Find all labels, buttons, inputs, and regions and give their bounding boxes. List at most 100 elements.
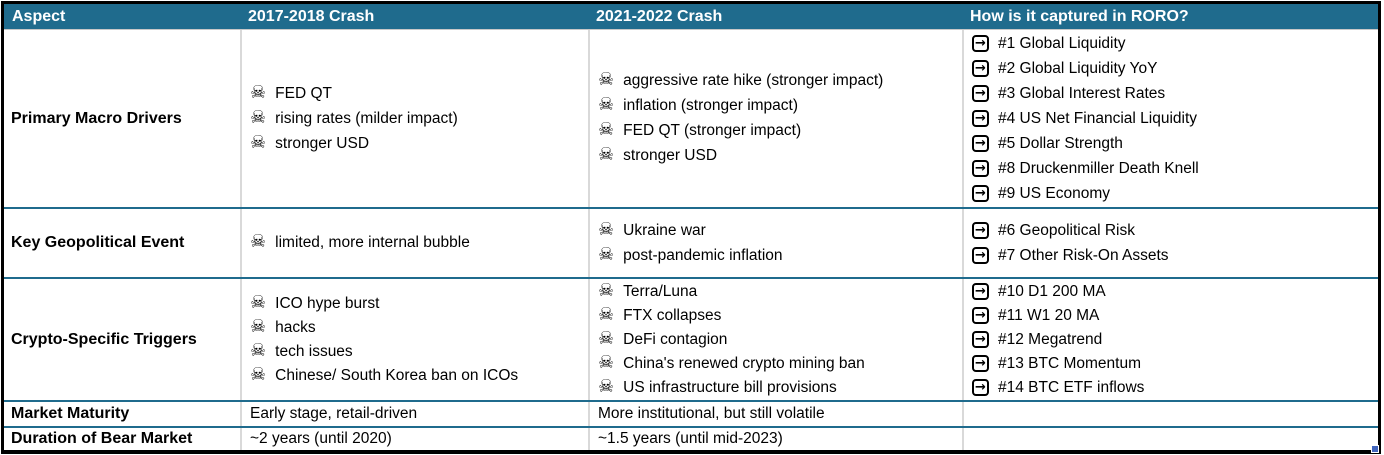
- cell-roro-crypto: → #10 D1 200 MA → #11 W1 20 MA → #12 Megatr…: [962, 279, 1378, 400]
- selection-handle[interactable]: [1371, 445, 1379, 453]
- skull-icon: ☠: [598, 218, 615, 240]
- list-item-label: FED QT (stronger impact): [623, 122, 802, 139]
- list-item-label: #10 D1 200 MA: [998, 282, 1106, 300]
- list-item-label: #11 W1 20 MA: [998, 306, 1100, 324]
- list-item-label: #5 Dollar Strength: [998, 134, 1123, 152]
- list-item: ☠ ICO hype burst: [250, 292, 588, 316]
- cell-text: ~2 years (until 2020): [250, 430, 392, 447]
- list-item-label: tech issues: [275, 342, 353, 360]
- aspect-cell: Crypto-Specific Triggers: [4, 279, 240, 400]
- list-item: ☠ inflation (stronger impact): [598, 94, 962, 119]
- list-item: ☠ hacks: [250, 316, 588, 340]
- cell-roro-macro: → #1 Global Liquidity → #2 Global Liquidit…: [962, 30, 1378, 207]
- table-row-crypto-specific-triggers: Crypto-Specific Triggers ☠ ICO hype burst…: [4, 277, 1378, 400]
- arrow-icon: →: [972, 222, 989, 239]
- list-item-label: #8 Druckenmiller Death Knell: [998, 159, 1199, 177]
- skull-icon: ☠: [598, 279, 615, 301]
- header-cell-2021-crash: 2021-2022 Crash: [596, 7, 723, 25]
- header-cell-roro: How is it captured in RORO?: [970, 7, 1189, 25]
- aspect-cell: Duration of Bear Market: [4, 428, 240, 450]
- list-item-label: #1 Global Liquidity: [998, 34, 1126, 52]
- arrow-icon: →: [972, 110, 989, 127]
- cell-2017-duration: ~2 years (until 2020): [240, 428, 588, 450]
- cell-2017-crypto: ☠ ICO hype burst ☠ hacks ☠ tech issues ☠ Chi…: [240, 279, 588, 400]
- list-item: ☠ Ukraine war: [598, 218, 962, 243]
- cell-roro-maturity: [962, 402, 1378, 426]
- skull-icon: ☠: [250, 81, 267, 103]
- list-item: → #9 US Economy: [972, 181, 1378, 206]
- arrow-icon: →: [972, 307, 989, 324]
- list-item: → #4 US Net Financial Liquidity: [972, 106, 1378, 131]
- list-item-label: #7 Other Risk-On Assets: [998, 246, 1169, 264]
- skull-icon: ☠: [598, 144, 615, 165]
- list-item: → #11 W1 20 MA: [972, 304, 1378, 328]
- list-item: ☠ Terra/Luna: [598, 280, 962, 304]
- skull-icon: ☠: [598, 375, 615, 397]
- list-item: → #13 BTC Momentum: [972, 352, 1378, 376]
- table-header-row: Aspect 2017-2018 Crash 2021-2022 Crash H…: [4, 4, 1378, 30]
- arrow-icon: →: [972, 35, 989, 52]
- list-item: → #8 Druckenmiller Death Knell: [972, 156, 1378, 181]
- arrow-icon: →: [972, 379, 989, 396]
- cell-2021-crypto: ☠ Terra/Luna ☠ FTX collapses ☠ DeFi contagi…: [588, 279, 962, 400]
- list-item: ☠ rising rates (milder impact): [250, 106, 588, 131]
- skull-icon: ☠: [598, 327, 615, 349]
- aspect-label: Primary Macro Drivers: [11, 109, 182, 127]
- list-item: → #3 Global Interest Rates: [972, 81, 1378, 106]
- skull-icon: ☠: [250, 231, 267, 252]
- cell-2017-macro: ☠ FED QT ☠ rising rates (milder impact) ☠ s…: [240, 30, 588, 207]
- list-item: → #6 Geopolitical Risk: [972, 218, 1378, 243]
- skull-icon: ☠: [598, 243, 615, 265]
- list-item-label: ICO hype burst: [275, 294, 380, 312]
- cell-2017-maturity: Early stage, retail-driven: [240, 402, 588, 426]
- list-item: ☠ FTX collapses: [598, 304, 962, 328]
- list-item: ☠ tech issues: [250, 340, 588, 364]
- list-item: ☠ stronger USD: [598, 144, 962, 169]
- list-item: → #5 Dollar Strength: [972, 131, 1378, 156]
- list-item-label: Ukraine war: [623, 221, 706, 239]
- header-cell-2017-crash: 2017-2018 Crash: [248, 7, 375, 25]
- aspect-cell: Market Maturity: [4, 402, 240, 426]
- list-item-label: hacks: [275, 318, 316, 336]
- skull-icon: ☠: [250, 106, 267, 128]
- list-item-label: #9 US Economy: [998, 184, 1110, 202]
- cell-2021-duration: ~1.5 years (until mid-2023): [588, 428, 962, 450]
- list-item-label: #12 Megatrend: [998, 330, 1103, 348]
- list-item: ☠ stronger USD: [250, 131, 588, 156]
- list-item-label: inflation (stronger impact): [623, 97, 799, 114]
- list-item-label: stronger USD: [275, 134, 370, 152]
- aspect-label: Duration of Bear Market: [11, 430, 193, 447]
- skull-icon: ☠: [598, 94, 615, 115]
- cell-2021-geo: ☠ Ukraine war ☠ post-pandemic inflation: [588, 209, 962, 277]
- aspect-cell: Key Geopolitical Event: [4, 209, 240, 277]
- skull-icon: ☠: [598, 69, 615, 90]
- list-item: ☠ US infrastructure bill provisions: [598, 376, 962, 400]
- list-item-label: US infrastructure bill provisions: [623, 378, 837, 396]
- list-item: ☠ FED QT (stronger impact): [598, 119, 962, 144]
- list-item-label: Chinese/ South Korea ban on ICOs: [275, 366, 519, 384]
- aspect-label: Crypto-Specific Triggers: [11, 330, 197, 348]
- list-item: ☠ aggressive rate hike (stronger impact): [598, 69, 962, 94]
- list-item-label: #3 Global Interest Rates: [998, 84, 1166, 102]
- skull-icon: ☠: [250, 339, 267, 361]
- arrow-icon: →: [972, 60, 989, 77]
- list-item-label: post-pandemic inflation: [623, 246, 783, 264]
- arrow-icon: →: [972, 283, 989, 300]
- skull-icon: ☠: [250, 363, 267, 385]
- arrow-icon: →: [972, 355, 989, 372]
- aspect-label: Market Maturity: [11, 405, 130, 422]
- skull-icon: ☠: [598, 119, 615, 140]
- skull-icon: ☠: [250, 131, 267, 153]
- list-item-label: #4 US Net Financial Liquidity: [998, 109, 1198, 127]
- skull-icon: ☠: [598, 303, 615, 325]
- list-item-label: stronger USD: [623, 147, 718, 164]
- list-item: → #1 Global Liquidity: [972, 31, 1378, 56]
- list-item: ☠ China's renewed crypto mining ban: [598, 352, 962, 376]
- arrow-icon: →: [972, 160, 989, 177]
- cell-2017-geo: ☠ limited, more internal bubble: [240, 209, 588, 277]
- list-item: ☠ limited, more internal bubble: [250, 231, 588, 256]
- cell-text: ~1.5 years (until mid-2023): [598, 430, 783, 447]
- list-item: ☠ FED QT: [250, 81, 588, 106]
- list-item-label: China's renewed crypto mining ban: [623, 354, 865, 372]
- skull-icon: ☠: [250, 291, 267, 313]
